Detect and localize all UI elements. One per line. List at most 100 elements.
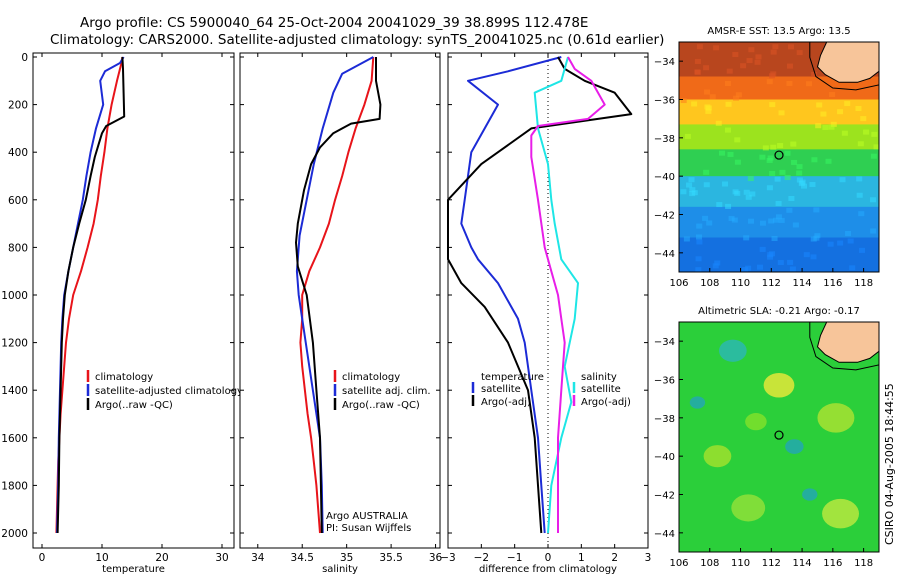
sst-map-speckle — [696, 44, 703, 50]
sla-map-xtick-label: 118 — [854, 558, 873, 569]
sst-map-speckle — [728, 215, 735, 221]
temperature-xtick-label: 20 — [155, 552, 168, 564]
sst-map-speckle — [778, 110, 785, 116]
depth-tick-label: 0 — [21, 52, 28, 64]
sst-map-speckle — [725, 203, 732, 209]
sst-map-speckle — [713, 45, 720, 51]
sst-map-speckle — [755, 54, 762, 60]
sst-map-speckle — [745, 194, 752, 200]
sst-map-ytick-label: −42 — [654, 211, 675, 222]
sla-map-anomaly-blob — [731, 494, 766, 522]
sst-map-speckle — [849, 265, 856, 271]
sst-map-speckle — [830, 121, 837, 127]
sst-map-speckle — [778, 217, 785, 223]
salinity-footer-text: Argo AUSTRALIA — [326, 511, 408, 522]
sst-map-speckle — [870, 153, 877, 159]
sst-map-speckle — [788, 196, 795, 202]
sla-map-xtick-label: 106 — [669, 558, 688, 569]
sst-map-speckle — [790, 141, 797, 147]
sst-map-speckle — [724, 127, 731, 133]
sst-map-speckle — [784, 150, 791, 156]
sst-map-speckle — [734, 159, 741, 165]
sst-map-speckle — [857, 141, 864, 147]
sla-map-anomaly-blob — [719, 339, 747, 362]
difference-series-3 — [530, 56, 606, 533]
sst-map-xtick-label: 114 — [793, 278, 812, 289]
sst-map-speckle — [772, 44, 779, 50]
sst-map-speckle — [863, 129, 870, 135]
sst-map-speckle — [811, 71, 818, 77]
depth-tick-label: 400 — [8, 147, 28, 159]
sst-map-speckle — [841, 130, 848, 136]
sla-map-anomaly-blob — [689, 396, 706, 409]
temperature-xtick-label: 30 — [215, 552, 228, 564]
sst-map-speckle — [786, 80, 793, 86]
diff-legend-item: satellite — [481, 384, 521, 395]
sla-map-anomaly-blob — [785, 439, 804, 454]
sst-map-speckle — [683, 236, 690, 242]
sst-map-xtick-label: 112 — [762, 278, 781, 289]
depth-tick-label: 800 — [8, 242, 28, 254]
sst-map-speckle — [680, 98, 687, 104]
difference-xtick-label: 2 — [611, 552, 618, 564]
sst-map-speckle — [813, 207, 820, 213]
sla-map-ytick-label: −36 — [654, 376, 675, 387]
figure-title-line1: Argo profile: CS 5900040_64 25-Oct-2004 … — [80, 15, 588, 31]
sst-map-speckle — [837, 240, 844, 246]
sst-map-speckle — [696, 223, 703, 229]
sst-map-speckle — [777, 143, 784, 149]
sst-map-speckle — [759, 246, 766, 252]
sst-map-speckle — [714, 260, 721, 266]
depth-tick-label: 1400 — [1, 385, 28, 397]
diff-legend-item: Argo(-adj) — [581, 397, 631, 408]
sst-map-speckle — [803, 252, 810, 258]
sst-map-speckle — [859, 247, 866, 253]
sst-map-speckle — [816, 102, 823, 108]
sst-map-speckle — [811, 157, 818, 163]
sst-map-speckle — [695, 267, 702, 272]
sst-map-speckle — [767, 252, 774, 258]
sst-map-speckle — [809, 181, 816, 187]
diff-legend-salinity-title: salinity — [581, 372, 617, 383]
diff-legend-item: satellite — [581, 384, 621, 395]
sst-map-speckle — [703, 169, 710, 175]
salinity-xtick-label: 34.5 — [291, 552, 314, 564]
sst-map-speckle — [734, 137, 741, 143]
sst-map-xtick-label: 116 — [823, 278, 842, 289]
sst-map-speckle — [725, 101, 732, 107]
sla-map-xtick-label: 114 — [793, 558, 812, 569]
sst-map-speckle — [735, 92, 742, 98]
sst-map-speckle — [702, 215, 709, 221]
sst-map-speckle — [747, 176, 754, 182]
sst-map-speckle — [787, 259, 794, 265]
difference-xtick-label: −2 — [474, 552, 489, 564]
sst-map-speckle — [734, 190, 741, 196]
sst-map-speckle — [689, 191, 696, 197]
sst-map-speckle — [691, 101, 698, 107]
difference-series-2 — [533, 56, 579, 534]
sst-map-speckle — [796, 170, 803, 176]
sst-map-speckle — [856, 192, 863, 198]
sst-map-speckle — [724, 80, 731, 86]
depth-tick-label: 1600 — [1, 433, 28, 445]
sst-map-speckle — [822, 124, 829, 130]
figure-title-line2: Climatology: CARS2000. Satellite-adjuste… — [50, 32, 664, 48]
sst-map-speckle — [731, 217, 738, 223]
sst-map-speckle — [703, 65, 710, 71]
sst-map-speckle — [786, 207, 793, 213]
sst-map-speckle — [774, 176, 781, 182]
sst-map-speckle — [715, 120, 722, 126]
sla-map-land-mass — [816, 322, 879, 363]
sst-map-speckle — [801, 183, 808, 189]
sst-map-speckle — [757, 264, 764, 270]
sst-map-speckle — [775, 214, 782, 220]
sst-map-speckle — [775, 200, 782, 206]
sst-map-speckle — [705, 108, 712, 114]
sst-map-speckle — [855, 105, 862, 111]
sst-map-ytick-label: −36 — [654, 96, 675, 107]
sst-map-speckle — [766, 79, 773, 85]
sst-map-speckle — [759, 220, 766, 226]
sst-map-speckle — [825, 158, 832, 164]
sla-map-ytick-label: −34 — [654, 337, 675, 348]
